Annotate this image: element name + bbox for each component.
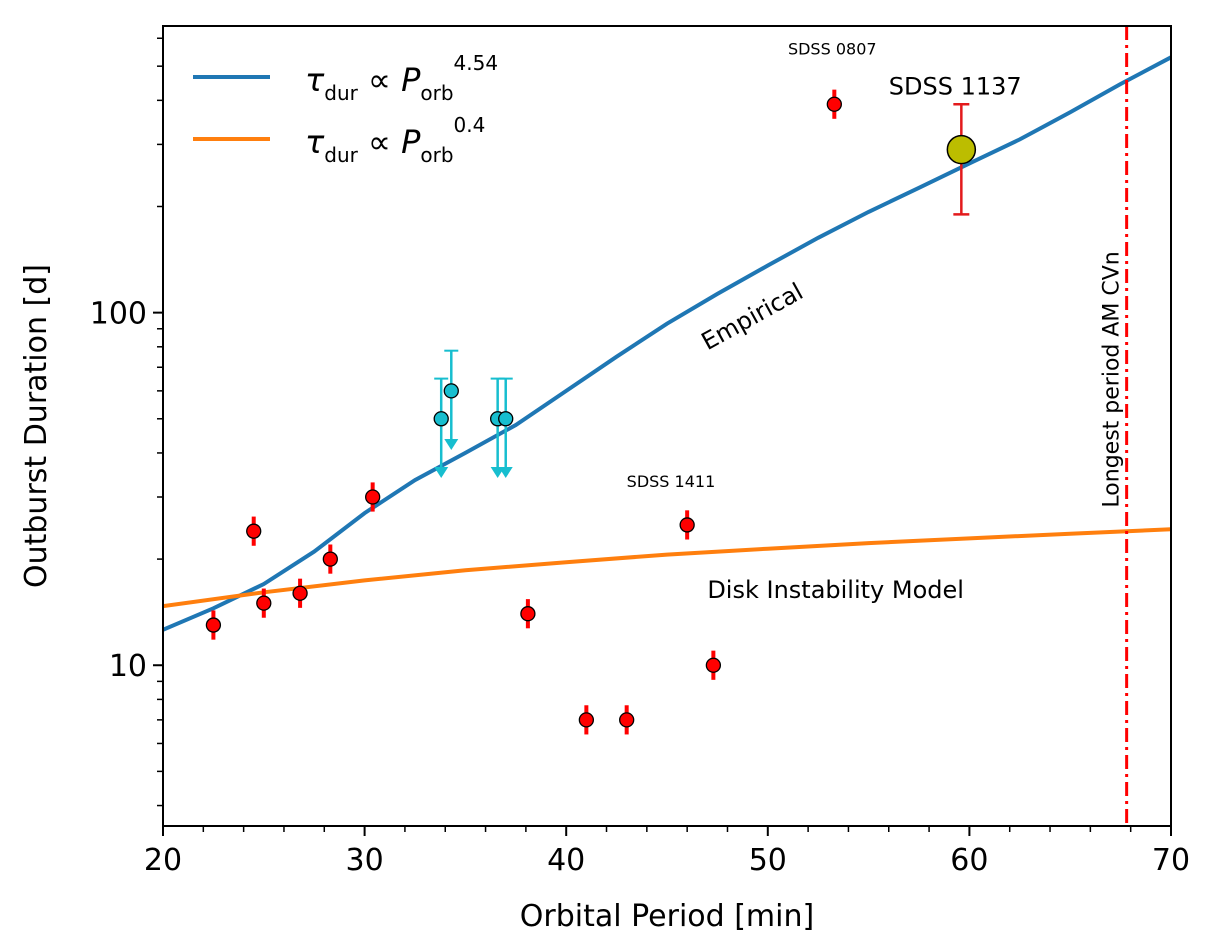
upper-limit-marker — [433, 411, 449, 427]
data-point — [679, 510, 695, 540]
upper-limit-point — [433, 377, 449, 478]
point-marker — [322, 551, 338, 567]
annotation-sdss-1411: SDSS 1411 — [627, 472, 716, 491]
legend-label-part: ∝ — [358, 123, 401, 161]
point-marker — [520, 606, 536, 622]
point-marker — [679, 517, 695, 533]
plot-frame — [162, 25, 1172, 827]
upper-limit-marker — [498, 411, 514, 427]
annotation-sdss-0807: SDSS 0807 — [788, 39, 877, 58]
point-marker — [705, 657, 722, 673]
legend-label: τdur ∝ Porb0.4 — [305, 113, 485, 167]
data-point — [246, 516, 262, 546]
annotation-longest-period: Longest period AM CVn — [1100, 251, 1125, 507]
legend-label: τdur ∝ Porb4.54 — [305, 51, 498, 105]
x-tick-label: 20 — [144, 843, 182, 878]
point-marker — [578, 712, 595, 728]
legend-entry: τdur ∝ Porb0.4 — [193, 113, 485, 167]
series-line-0 — [163, 55, 1171, 632]
upper-limit-marker — [443, 383, 459, 399]
legend-label-part: 0.4 — [454, 113, 486, 137]
highlight-point — [946, 102, 977, 216]
point-marker — [619, 712, 635, 728]
x-axis-label: Orbital Period [min] — [520, 899, 814, 934]
points-layer — [205, 89, 977, 735]
series-line-1 — [163, 527, 1171, 609]
legend-label-part: ∝ — [358, 61, 401, 99]
x-tick-label: 50 — [749, 843, 787, 878]
x-tick-label: 60 — [950, 843, 988, 878]
x-tick-label: 30 — [346, 843, 384, 878]
annotation-empirical: Empirical — [697, 277, 808, 356]
legend-label-part: 4.54 — [454, 51, 499, 75]
legend-label-part: dur — [324, 81, 358, 105]
legend-label-part: orb — [420, 81, 453, 105]
point-marker — [826, 96, 842, 112]
point-marker — [256, 595, 272, 611]
annotation-sdss-1137: SDSS 1137 — [889, 73, 1022, 101]
data-point — [322, 544, 338, 574]
highlight-marker — [946, 134, 977, 165]
data-point — [292, 578, 308, 608]
upper-limit-arrow — [498, 466, 513, 478]
legend-label-part: P — [401, 61, 421, 99]
upper-limit-point — [443, 349, 459, 451]
point-marker — [365, 489, 381, 505]
upper-limit-arrow — [444, 439, 459, 451]
data-point — [705, 650, 722, 680]
data-point — [205, 610, 222, 640]
point-marker — [205, 617, 222, 633]
data-point — [578, 705, 595, 735]
data-point — [619, 705, 635, 735]
data-point — [256, 588, 272, 618]
legend-label-part: orb — [420, 143, 453, 167]
legend-label-part: τ — [305, 123, 325, 161]
curves-layer — [163, 55, 1171, 632]
x-tick-label: 40 — [547, 843, 585, 878]
data-point — [520, 599, 536, 629]
y-tick-label: 10 — [109, 649, 147, 684]
legend-entry: τdur ∝ Porb4.54 — [193, 51, 498, 105]
x-tick-label: 70 — [1152, 843, 1190, 878]
point-marker — [292, 585, 308, 601]
upper-limit-arrow — [434, 466, 449, 478]
legend-label-part: τ — [305, 61, 325, 99]
y-axis-label: Outburst Duration [d] — [19, 264, 54, 588]
legend-label-part: dur — [324, 143, 358, 167]
data-point — [365, 482, 381, 512]
upper-limit-point — [498, 377, 514, 478]
annotation-disk-instability: Disk Instability Model — [707, 576, 964, 604]
point-marker — [246, 523, 262, 539]
axes-layer: 20 30 40 50 60 70 10 100 Orbital Period [min] Out… — [19, 25, 1190, 934]
data-point — [826, 89, 842, 119]
legend-label-part: P — [401, 123, 421, 161]
upper-limit-point — [490, 377, 506, 478]
y-tick-label: 100 — [90, 297, 147, 332]
